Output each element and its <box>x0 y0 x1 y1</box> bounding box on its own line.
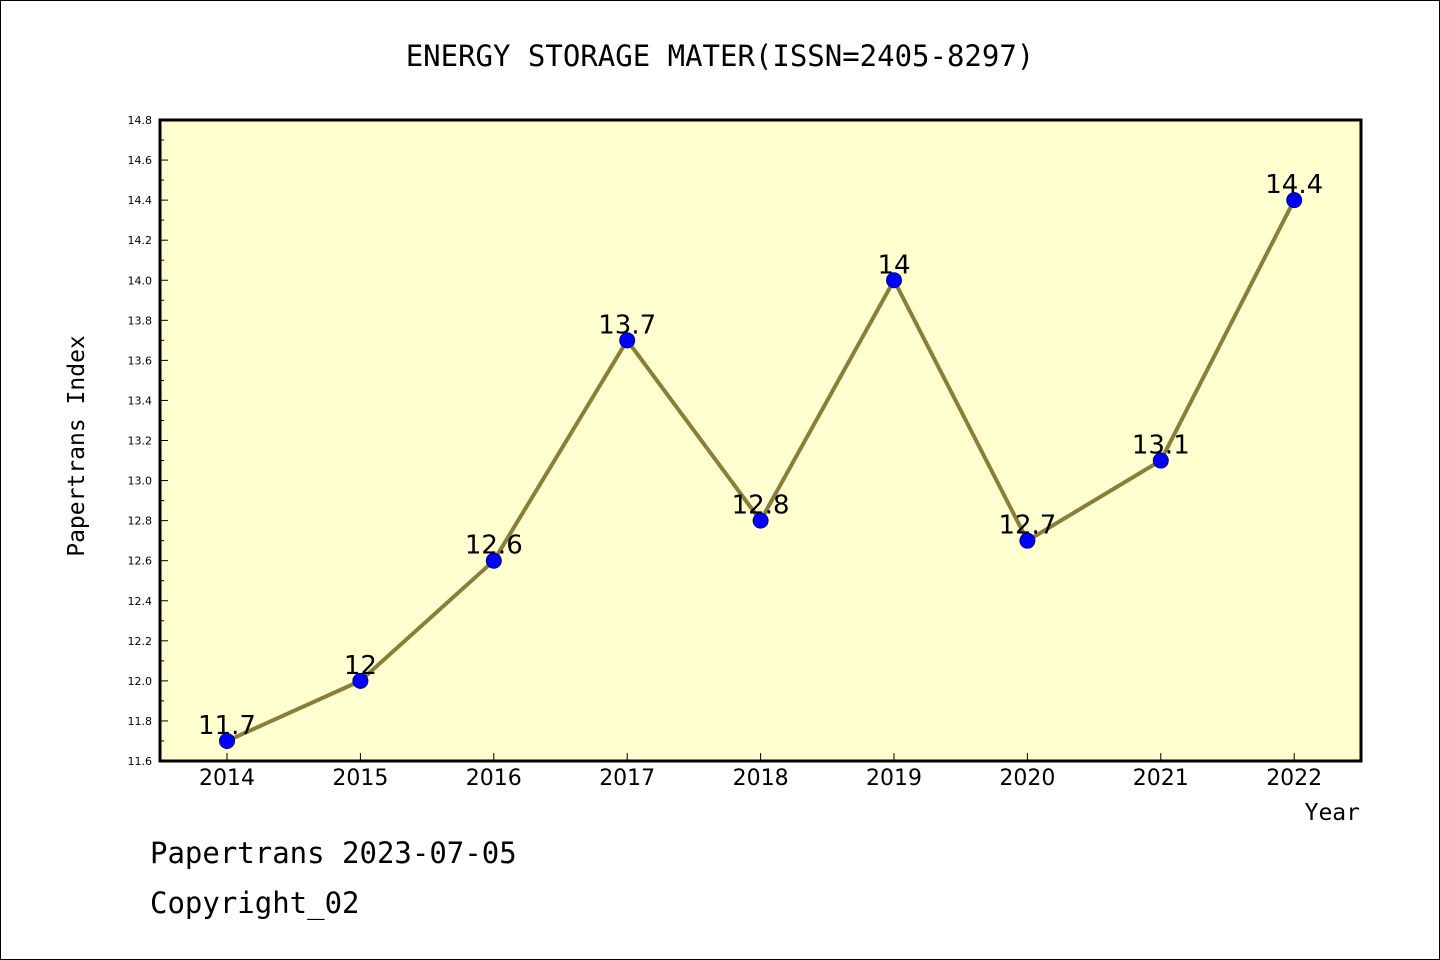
x-tick-label: 2022 <box>1266 766 1322 791</box>
data-point-2019 <box>886 272 902 289</box>
y-tick-label: 14.6 <box>128 154 153 167</box>
data-point-2014 <box>219 732 235 749</box>
data-label-2019: 14 <box>877 250 910 280</box>
data-label-2022: 14.4 <box>1265 170 1323 200</box>
x-tick-label: 2014 <box>199 766 255 791</box>
data-point-2021 <box>1152 452 1169 469</box>
y-tick-label: 11.8 <box>128 715 153 728</box>
y-tick-label: 14.0 <box>128 274 153 287</box>
data-label-2015: 12 <box>344 651 377 681</box>
y-tick-label: 13.0 <box>128 475 153 488</box>
x-tick-label: 2016 <box>466 766 522 791</box>
x-tick-label: 2018 <box>733 766 789 791</box>
y-tick-label: 13.2 <box>128 435 153 448</box>
x-tick-label: 2015 <box>332 766 388 791</box>
data-label-2017: 13.7 <box>598 310 656 340</box>
x-tick-label: 2019 <box>866 766 922 791</box>
data-point-2015 <box>352 672 369 689</box>
y-axis-label: Papertrans Index <box>64 335 90 557</box>
y-tick-label: 12.6 <box>128 555 153 568</box>
data-point-2020 <box>1019 532 1036 549</box>
data-point-2018 <box>752 512 769 529</box>
x-tick-label: 2020 <box>999 766 1055 791</box>
data-markers <box>219 192 1303 749</box>
data-label-2021: 13.1 <box>1132 431 1190 461</box>
y-axis: 11.6 11.8 12.0 12.2 12.4 12.6 12.8 13.0 13.2 13.4… <box>128 114 168 768</box>
data-label-2018: 12.8 <box>732 491 790 521</box>
x-tick-label: 2017 <box>599 766 655 791</box>
x-axis-label: Year <box>1305 800 1360 826</box>
y-tick-label: 12.8 <box>128 515 153 528</box>
footer-date: Papertrans 2023-07-05 <box>150 836 517 870</box>
y-tick-label: 14.8 <box>128 114 153 127</box>
y-tick-label: 13.8 <box>128 314 153 327</box>
footer-copyright: Copyright_02 <box>150 886 360 921</box>
plot-border <box>158 118 1363 763</box>
y-tick-label: 11.6 <box>128 755 153 768</box>
y-tick-label: 12.0 <box>128 675 153 688</box>
y-tick-label: 12.2 <box>128 635 153 648</box>
plot-area <box>160 120 1361 761</box>
x-axis: 2014 2015 2016 2017 2018 2019 2020 2021 2022 <box>199 753 1322 791</box>
data-point-2022 <box>1286 192 1303 209</box>
y-tick-label: 13.4 <box>128 394 153 407</box>
y-tick-label: 13.6 <box>128 354 153 367</box>
x-tick-label: 2021 <box>1133 766 1189 791</box>
data-label-2014: 11.7 <box>198 711 256 741</box>
data-labels: 11.7 12 12.6 13.7 12.8 14 12.7 13.1 14.4 <box>198 170 1323 741</box>
y-tick-label: 14.2 <box>128 234 153 247</box>
data-point-2016 <box>485 552 502 569</box>
data-point-2017 <box>619 332 636 349</box>
y-tick-label: 12.4 <box>128 595 153 608</box>
data-label-2016: 12.6 <box>465 531 523 561</box>
chart-title: ENERGY STORAGE MATER(ISSN=2405-8297) <box>406 39 1035 73</box>
y-tick-label: 14.4 <box>128 194 153 207</box>
data-label-2020: 12.7 <box>998 511 1056 541</box>
